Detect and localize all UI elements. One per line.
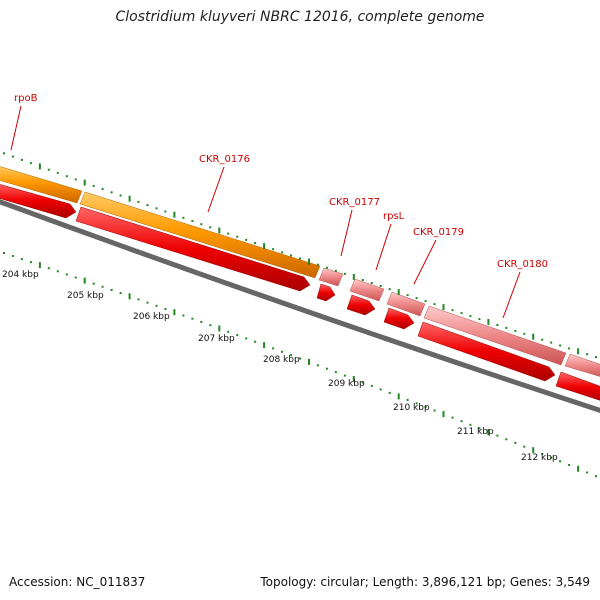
gene-label-rpsL[interactable]: rpsL — [383, 211, 405, 222]
genome-backbone-line — [0, 199, 600, 413]
gene-bar-rpsL — [349, 278, 385, 302]
kbp-label-204: 204 kbp — [2, 270, 39, 280]
cds-arrow-2 — [75, 206, 311, 292]
kbp-label-211: 211 kbp — [457, 427, 494, 437]
cds-arrow-1 — [0, 184, 77, 219]
gene-label-rpoB[interactable]: rpoB — [14, 93, 38, 104]
genome-summary-text: Topology: circular; Length: 3,896,121 bp… — [260, 575, 590, 589]
accession-text: Accession: NC_011837 — [9, 575, 146, 589]
kbp-label-210: 210 kbp — [393, 403, 430, 413]
gene-label-CKR_0177[interactable]: CKR_0177 — [329, 197, 380, 208]
gene-label-CKR_0179[interactable]: CKR_0179 — [413, 227, 464, 238]
kbp-label-212: 212 kbp — [521, 453, 558, 463]
cds-arrow-5 — [383, 307, 415, 330]
ruler-ticks-upper — [3, 152, 597, 359]
leader-line-CKR_0176 — [207, 166, 225, 213]
ruler-ticks-lower — [3, 252, 597, 478]
genome-title: Clostridium kluyveri NBRC 12016, complet… — [115, 9, 485, 25]
kbp-label-208: 208 kbp — [263, 355, 300, 365]
kbp-label-209: 209 kbp — [328, 379, 365, 389]
kbp-label-205: 205 kbp — [67, 291, 104, 301]
leader-line-rpoB — [10, 105, 22, 151]
leader-line-CKR_0180 — [502, 271, 521, 319]
gene-bar-CKR_0179 — [386, 291, 426, 317]
cds-arrow-6 — [417, 321, 556, 382]
gene-label-CKR_0180[interactable]: CKR_0180 — [497, 259, 548, 270]
gene-bar-CKR_0177 — [318, 267, 344, 287]
gene-label-CKR_0176[interactable]: CKR_0176 — [199, 154, 250, 165]
gene-bar-CKR_0180 — [423, 305, 567, 366]
cds-arrow-3 — [316, 283, 336, 302]
gene-bar-rpoB — [0, 166, 83, 204]
leader-line-CKR_0179 — [413, 239, 437, 285]
leader-line-rpsL — [375, 223, 392, 271]
cds-arrow-7 — [555, 371, 600, 401]
kbp-label-206: 206 kbp — [133, 312, 170, 322]
cds-arrow-4 — [346, 294, 376, 316]
gene-bar-CKR_0176 — [79, 191, 321, 279]
leader-line-CKR_0177 — [340, 209, 353, 257]
gene-bar-next — [564, 353, 600, 377]
kbp-label-207: 207 kbp — [198, 334, 235, 344]
